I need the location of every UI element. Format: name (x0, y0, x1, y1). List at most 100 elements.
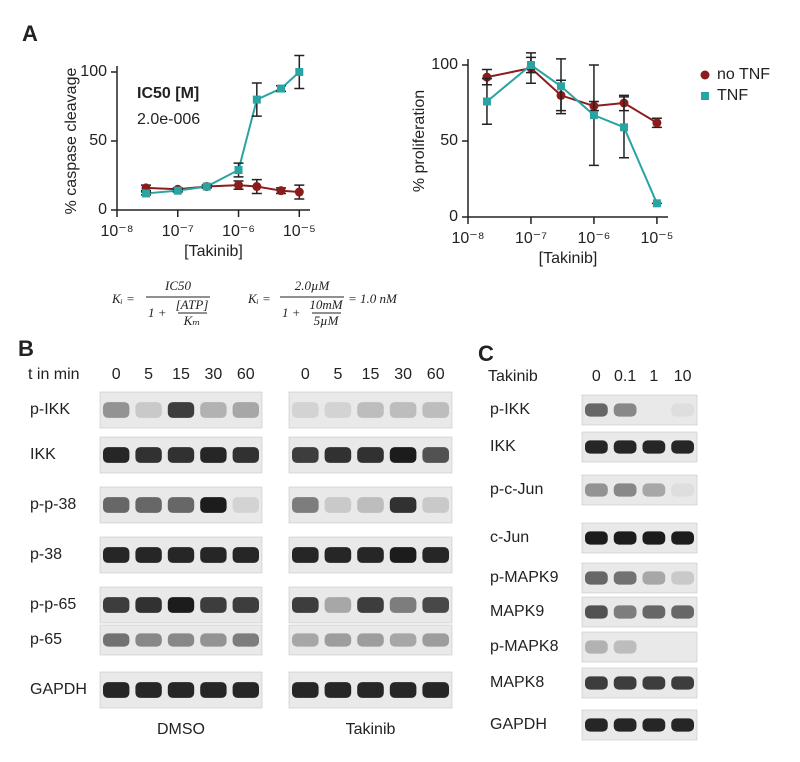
row-label: MAPK9 (490, 603, 544, 620)
blot-band (292, 633, 319, 647)
blot-band (324, 402, 352, 418)
blot-band (200, 597, 227, 613)
lane-label: 60 (237, 366, 255, 383)
panel-label: B (18, 336, 34, 361)
blot-band (232, 402, 259, 418)
blot-band (103, 447, 130, 463)
blot-band (671, 718, 694, 732)
group-label: Takinib (346, 721, 396, 738)
lane-label: 15 (172, 366, 190, 383)
blot-band (613, 571, 637, 585)
blot-band (389, 497, 417, 513)
blot-band (200, 497, 227, 513)
row-label: p-65 (30, 631, 62, 648)
x-tick-label: 10⁻⁶ (222, 223, 255, 240)
blot-band (613, 605, 637, 619)
blot-band (324, 682, 352, 698)
blot-band (292, 597, 319, 613)
blot-band (135, 547, 162, 563)
blot-band (585, 718, 608, 732)
blot-band (103, 682, 130, 698)
blot-band (167, 497, 195, 513)
row-label: p-IKK (30, 401, 70, 418)
blot-band (585, 531, 608, 545)
blot-band (167, 402, 195, 418)
blot-band (671, 605, 694, 619)
lane-label: 10 (674, 368, 692, 385)
lane-label: 0.1 (614, 368, 636, 385)
data-point (173, 186, 182, 195)
blot-band (389, 597, 417, 613)
blot-band (422, 497, 449, 513)
blot-band (135, 447, 162, 463)
equation-text: [ATP] (176, 297, 209, 312)
data-point (526, 61, 535, 69)
blot-band (613, 676, 637, 690)
blot-strip (581, 474, 698, 506)
blot-band (422, 447, 449, 463)
blot-band (292, 497, 319, 513)
blot-band (671, 440, 694, 454)
blot-band (324, 497, 352, 513)
blot-band (167, 447, 195, 463)
blot-band (167, 682, 195, 698)
blot-band (103, 633, 130, 647)
lane-label: 5 (144, 366, 153, 383)
equation-text: Kᵢ = (247, 291, 271, 306)
blot-band (292, 682, 319, 698)
blot-strip (288, 624, 453, 656)
blot-band (642, 605, 666, 619)
blot-band (613, 483, 637, 497)
blot-band (357, 402, 384, 418)
x-tick-label: 10⁻⁸ (452, 230, 485, 247)
blot-band (585, 403, 608, 417)
blot-band (167, 633, 195, 647)
blot-band (585, 676, 608, 690)
blot-band (324, 547, 352, 563)
blot-band (613, 531, 637, 545)
data-point (252, 182, 262, 192)
data-point (252, 95, 261, 104)
blot-band (585, 605, 608, 619)
blot-band (135, 633, 162, 647)
blot-band (585, 640, 608, 654)
blot-band (613, 403, 637, 417)
blot-band (671, 571, 694, 585)
blot-band (422, 633, 449, 647)
blot-band (135, 682, 162, 698)
blot-band (671, 676, 694, 690)
y-tick-label: 100 (431, 56, 458, 73)
blot-band (389, 547, 417, 563)
blot-band (613, 640, 637, 654)
blot-band (167, 547, 195, 563)
blot-header: t in min (28, 366, 80, 383)
data-point (202, 182, 211, 191)
blot-band (103, 547, 130, 563)
blot-band (671, 403, 694, 417)
x-tick-label: 10⁻⁷ (515, 230, 547, 247)
row-label: p-MAPK8 (490, 638, 559, 655)
equation-text: 2.0µM (295, 278, 331, 293)
blot-band (324, 597, 352, 613)
blot-band (389, 682, 417, 698)
y-tick-label: 100 (80, 63, 107, 80)
y-tick-label: 50 (440, 132, 458, 149)
blot-band (642, 571, 666, 585)
legend-marker (700, 70, 710, 80)
y-axis-label: % caspase cleavage (63, 68, 80, 215)
row-label: p-IKK (490, 401, 530, 418)
x-axis-label: [Takinib] (539, 250, 598, 267)
y-tick-label: 0 (98, 201, 107, 218)
blot-band (613, 440, 637, 454)
lane-label: 1 (649, 368, 658, 385)
row-label: c-Jun (490, 529, 529, 546)
x-tick-label: 10⁻⁸ (101, 223, 134, 240)
y-axis-label: % proliferation (411, 90, 428, 192)
blot-band (135, 597, 162, 613)
x-tick-label: 10⁻⁵ (283, 223, 316, 240)
x-tick-label: 10⁻⁷ (162, 223, 194, 240)
legend-marker (701, 92, 709, 100)
panel-label: A (22, 21, 38, 46)
blot-band (103, 402, 130, 418)
blot-band (357, 597, 384, 613)
